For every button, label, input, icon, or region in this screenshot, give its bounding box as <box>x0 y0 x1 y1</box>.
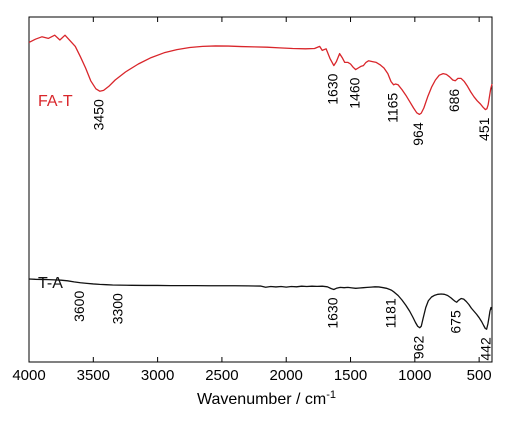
x-axis-label-superscript: -1 <box>326 389 336 401</box>
peak-label: 3450 <box>90 99 106 130</box>
peak-label: 1165 <box>384 93 400 123</box>
x-tick-label: 2000 <box>270 367 303 384</box>
x-tick-label: 3000 <box>141 367 174 384</box>
x-tick-label: 3500 <box>77 367 110 384</box>
peak-label: 3600 <box>71 291 87 322</box>
peak-label: 686 <box>446 89 462 113</box>
series-line-t-a <box>28 278 493 330</box>
peak-label: 3300 <box>110 293 126 324</box>
peak-label: 1460 <box>346 77 362 108</box>
peak-label: 1630 <box>325 73 341 104</box>
series-line-fa-t <box>28 34 493 116</box>
x-axis-label-main: Wavenumber / cm <box>197 391 326 408</box>
series-label-layer: FA-T T-A <box>38 93 73 292</box>
x-tick-label: 1000 <box>398 367 431 384</box>
x-tick-label: 1500 <box>334 367 367 384</box>
peak-label: 1181 <box>382 298 398 328</box>
x-tick-label: 4000 <box>12 367 45 384</box>
peak-label: 962 <box>410 336 426 360</box>
plot-border <box>28 16 493 363</box>
peak-label: 1630 <box>325 297 341 328</box>
series-label-t-a: T-A <box>38 275 63 292</box>
peak-label: 451 <box>476 117 492 141</box>
annotation-layer: 3450 1630 1460 1165 964 686 451 3600 3300 1630 118… <box>71 73 493 360</box>
plot-frame <box>28 16 493 363</box>
peak-label: 675 <box>447 310 463 334</box>
series-label-fa-t: FA-T <box>38 93 73 110</box>
series-layer <box>28 34 493 330</box>
peak-label: 442 <box>477 337 493 361</box>
peak-label: 964 <box>410 122 426 146</box>
x-tick-label: 2500 <box>205 367 238 384</box>
x-axis-ticks: 4000 3500 3000 2500 2000 1500 1000 500 <box>12 17 492 384</box>
x-tick-label: 500 <box>467 367 492 384</box>
x-axis-label: Wavenumber / cm-1 <box>197 389 336 408</box>
